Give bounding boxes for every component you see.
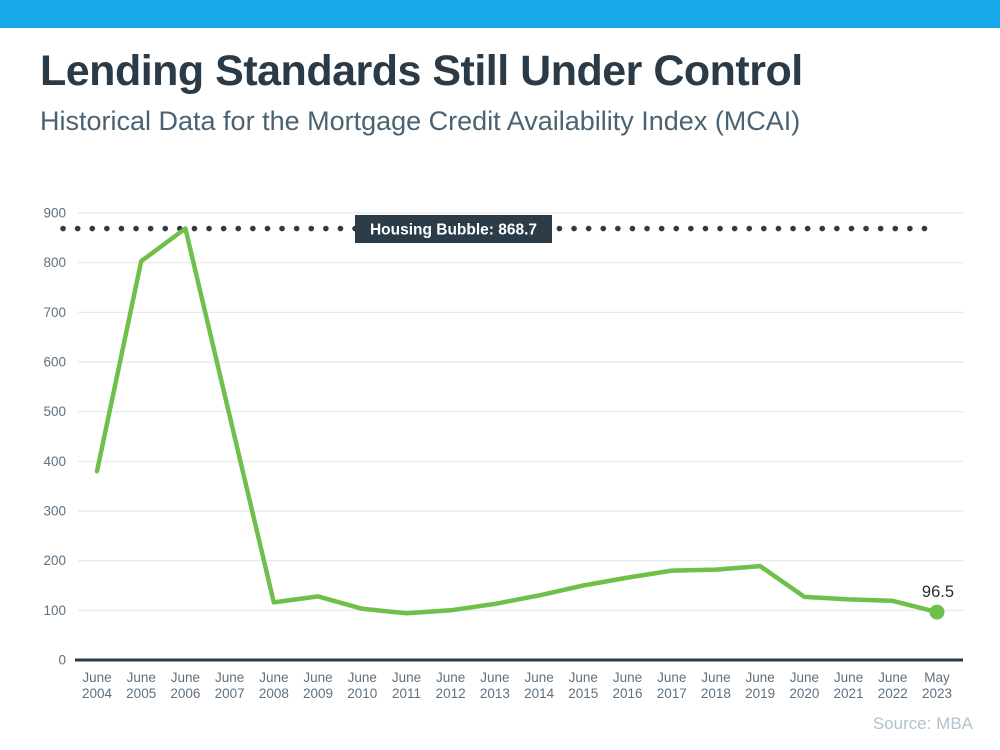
svg-text:2005: 2005 <box>126 686 156 701</box>
svg-text:June: June <box>569 670 598 685</box>
svg-text:June: June <box>82 670 111 685</box>
svg-text:June: June <box>480 670 509 685</box>
page-subtitle: Historical Data for the Mortgage Credit … <box>40 106 801 136</box>
svg-text:2021: 2021 <box>834 686 864 701</box>
svg-text:June: June <box>348 670 377 685</box>
svg-text:2010: 2010 <box>347 686 377 701</box>
annotation-box <box>355 215 552 243</box>
end-point-label: 96.5 <box>922 583 954 601</box>
svg-text:2023: 2023 <box>922 686 952 701</box>
svg-text:2019: 2019 <box>745 686 775 701</box>
svg-text:June: June <box>746 670 775 685</box>
annotation-label: Housing Bubble: 868.7 <box>370 222 537 239</box>
y-tick-label: 300 <box>43 504 66 519</box>
y-tick-label: 800 <box>43 255 66 270</box>
svg-text:June: June <box>613 670 642 685</box>
x-axis-labels: June2004June2005June2006June2007June2008… <box>82 670 952 701</box>
y-tick-label: 100 <box>43 603 66 618</box>
svg-text:2020: 2020 <box>789 686 819 701</box>
gridlines <box>78 212 963 611</box>
svg-text:2022: 2022 <box>878 686 908 701</box>
svg-text:June: June <box>215 670 244 685</box>
svg-text:2013: 2013 <box>480 686 510 701</box>
end-point-marker <box>929 604 945 620</box>
svg-text:June: June <box>701 670 730 685</box>
svg-text:2008: 2008 <box>259 686 289 701</box>
svg-text:2011: 2011 <box>392 686 421 701</box>
y-tick-label: 600 <box>43 355 66 370</box>
svg-text:2018: 2018 <box>701 686 731 701</box>
svg-text:June: June <box>790 670 819 685</box>
svg-text:June: June <box>303 670 332 685</box>
svg-text:June: June <box>127 670 156 685</box>
svg-text:May: May <box>924 670 950 685</box>
svg-text:2015: 2015 <box>568 686 598 701</box>
y-tick-label: 700 <box>43 305 66 320</box>
y-tick-label: 200 <box>43 553 66 568</box>
svg-text:June: June <box>524 670 553 685</box>
mcai-line <box>94 226 940 616</box>
y-tick-label: 0 <box>58 653 66 668</box>
housing-bubble-annotation: Housing Bubble: 868.7 <box>355 215 552 243</box>
page-title: Lending Standards Still Under Control <box>40 47 803 95</box>
y-tick-label: 400 <box>43 454 66 469</box>
svg-text:June: June <box>878 670 907 685</box>
svg-text:2004: 2004 <box>82 686 113 701</box>
svg-text:2017: 2017 <box>657 686 687 701</box>
svg-text:2012: 2012 <box>436 686 466 701</box>
y-tick-label: 500 <box>43 404 66 419</box>
svg-text:2009: 2009 <box>303 686 333 701</box>
svg-text:June: June <box>171 670 200 685</box>
svg-text:June: June <box>392 670 421 685</box>
y-axis-labels: 0 100 200 300 400 500 600 700 800 900 <box>43 206 66 668</box>
y-tick-label: 900 <box>43 206 66 221</box>
svg-text:June: June <box>436 670 465 685</box>
top-accent-bar <box>0 0 1000 28</box>
svg-text:June: June <box>657 670 686 685</box>
svg-text:June: June <box>259 670 288 685</box>
svg-text:2007: 2007 <box>215 686 245 701</box>
source-note: Source: MBA <box>872 714 973 733</box>
svg-text:June: June <box>834 670 863 685</box>
svg-text:2016: 2016 <box>612 686 642 701</box>
svg-text:2006: 2006 <box>170 686 200 701</box>
svg-text:2014: 2014 <box>524 686 555 701</box>
